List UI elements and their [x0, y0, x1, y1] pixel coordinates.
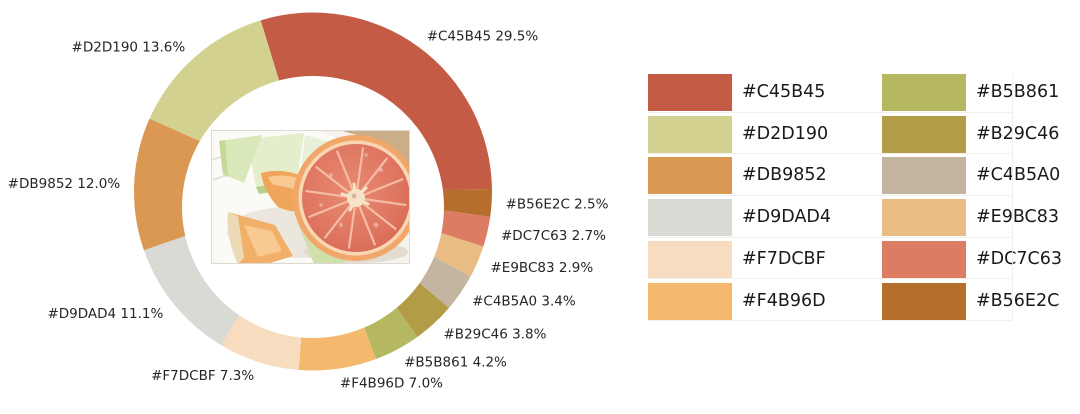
legend-grid-line: [1012, 74, 1013, 321]
honeydew-rind: [219, 140, 228, 177]
cantaloupe-highlight: [244, 225, 282, 257]
grapefruit-core-rays: [340, 182, 370, 212]
legend-label-f7dcbf: #F7DCBF: [742, 248, 826, 269]
cantaloupe-rind: [227, 212, 244, 264]
legend-label-db9852: #DB9852: [742, 165, 827, 186]
slice-label-d9dad4: #D9DAD4 11.1%: [47, 306, 163, 322]
legend-label-f4b96d: #F4B96D: [742, 290, 826, 311]
slice-label-b56e2c: #B56E2C 2.5%: [506, 197, 609, 213]
legend-swatch-b29c46: [882, 115, 966, 153]
legend-swatch-c45b45: [648, 74, 732, 111]
legend-swatch-e9bc83: [882, 199, 966, 237]
legend-grid-line: [648, 320, 1012, 321]
legend-swatch-db9852: [648, 157, 732, 195]
legend-swatch-b5b861: [882, 74, 966, 111]
legend-label-d2d190: #D2D190: [742, 123, 829, 144]
legend-label-c4b5a0: #C4B5A0: [976, 165, 1061, 186]
legend-label-d9dad4: #D9DAD4: [742, 207, 832, 228]
legend-grid-line: [648, 278, 1012, 280]
plate-highlight: [212, 174, 228, 181]
legend-swatch-d2d190: [648, 115, 732, 153]
slice-label-e9bc83: #E9BC83 2.9%: [491, 260, 594, 276]
legend-label-b56e2c: #B56E2C: [976, 290, 1060, 311]
grapefruit-core-center: [351, 193, 357, 199]
legend-label-b29c46: #B29C46: [976, 123, 1060, 144]
legend-swatch-d9dad4: [648, 199, 732, 237]
slice-label-f4b96d: #F4B96D 7.0%: [340, 375, 443, 391]
slice-label-c45b45: #C45B45 29.5%: [427, 28, 539, 44]
honeydew-slice: [219, 135, 262, 183]
photo-border: [211, 130, 410, 264]
legend-swatch-b56e2c: [882, 282, 966, 320]
slice-label-dc7c63: #DC7C63 2.7%: [501, 228, 606, 244]
legend-swatch-f7dcbf: [648, 240, 732, 278]
legend-label-dc7c63: #DC7C63: [976, 248, 1062, 269]
legend-grid-line: [648, 236, 1012, 238]
legend-label-b5b861: #B5B861: [976, 82, 1060, 102]
slice-label-f7dcbf: #F7DCBF 7.3%: [151, 368, 254, 384]
legend-label-c45b45: #C45B45: [742, 82, 826, 102]
slice-label-d2d190: #D2D190 13.6%: [72, 40, 186, 56]
legend-grid-line: [648, 153, 1012, 155]
slice-label-db9852: #DB9852 12.0%: [8, 176, 121, 192]
legend-swatch-c4b5a0: [882, 157, 966, 195]
legend-swatch-dc7c63: [882, 240, 966, 278]
grapefruit-half: [293, 135, 410, 261]
legend-swatch-f4b96d: [648, 282, 732, 320]
grapefruit-segments: [305, 147, 407, 249]
grapefruit-glisten: [319, 153, 383, 228]
slice-label-b29c46: #B29C46 3.8%: [444, 326, 547, 342]
center-photo: [211, 130, 410, 264]
legend-grid-line: [648, 111, 1012, 113]
slice-labels: #C45B45 29.5% #B56E2C 2.5% #DC7C63 2.7% #E9…: [8, 28, 609, 391]
slice-label-c4b5a0: #C4B5A0 3.4%: [472, 294, 576, 310]
legend-grid-line: [648, 194, 1012, 196]
legend-label-e9bc83: #E9BC83: [976, 207, 1060, 228]
slice-label-b5b861: #B5B861 4.2%: [404, 354, 507, 370]
